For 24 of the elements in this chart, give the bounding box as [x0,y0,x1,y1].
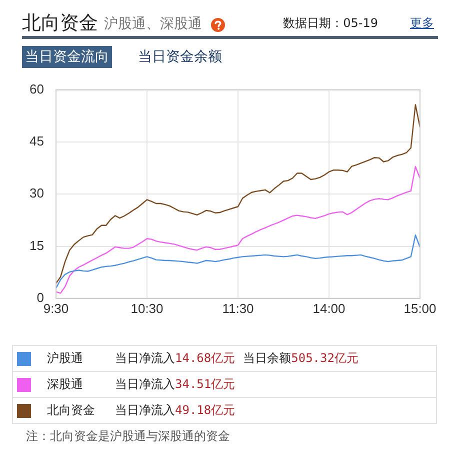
legend-label: 沪股通 [43,346,111,372]
legend-label: 北向资金 [43,398,111,424]
x-tick-label: 10:30 [130,300,164,316]
text: 当日净流入14.68亿元 [111,346,240,372]
y-tick-label: 60 [30,81,44,96]
text: 当日资金流向 [22,46,112,68]
text: 当日资金余额 [138,48,222,66]
legend-label: 深股通 [43,372,111,398]
text: 数据日期：05-19 [283,15,378,32]
x-tick-label: 9:30 [43,300,69,316]
y-tick-label: 30 [30,186,44,201]
text: 当日余额505.32亿元 [239,346,436,372]
text: 当日净流入34.51亿元 [111,372,240,398]
text: 当日净流入49.18亿元 [111,398,240,424]
chart-title: 北向资金 [22,11,98,36]
x-tick-label: 11:30 [222,300,254,316]
chart-subtitle: 沪股通、深股通 [104,15,202,33]
x-tick-label: 14:00 [312,300,346,316]
x-tick-label: 15:00 [404,300,436,316]
text: 更多 [410,15,434,32]
y-tick-label: 45 [30,134,44,149]
text: 注：北向资金是沪股通与深股通的资金 [26,428,230,445]
y-tick-label: 0 [36,290,44,305]
y-tick-label: 15 [30,238,44,253]
